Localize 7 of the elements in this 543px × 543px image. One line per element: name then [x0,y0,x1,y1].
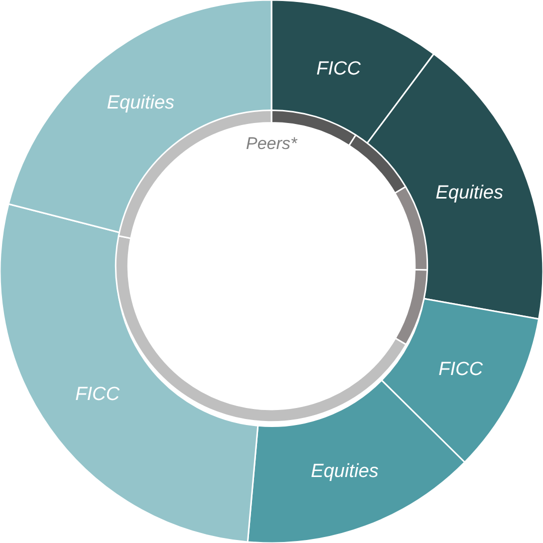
slice-label: Equities [436,182,504,204]
slice-label: FICC [75,384,120,406]
slice-label: Equities [310,461,379,482]
slice-label: Equities [106,92,175,114]
slice-label: FICC [316,58,361,80]
slice-label: Peers* [246,134,298,153]
slice-label: FICC [438,358,484,380]
